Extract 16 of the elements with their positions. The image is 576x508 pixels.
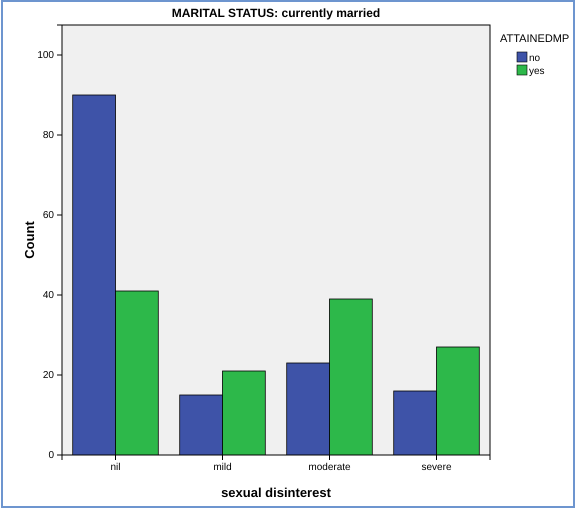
y-tick-label: 40 (42, 290, 54, 302)
y-axis-title: Count (22, 220, 37, 259)
x-axis-title: sexual disinterest (221, 485, 332, 500)
x-tick-label: severe (421, 462, 452, 474)
x-tick-label: moderate (308, 462, 352, 474)
y-tick-label: 100 (37, 50, 54, 62)
x-tick-label: mild (213, 462, 232, 474)
y-tick-label: 0 (48, 450, 54, 462)
y-tick-label: 60 (42, 210, 54, 222)
y-tick-label: 80 (42, 130, 54, 142)
chart-title: MARITAL STATUS: currently married (172, 6, 380, 20)
legend-label: yes (529, 66, 545, 77)
y-tick-label: 20 (42, 370, 54, 382)
legend-label: no (529, 53, 541, 64)
legend-title: ATTAINEDMP (500, 33, 570, 45)
x-tick-label: nil (110, 462, 121, 474)
